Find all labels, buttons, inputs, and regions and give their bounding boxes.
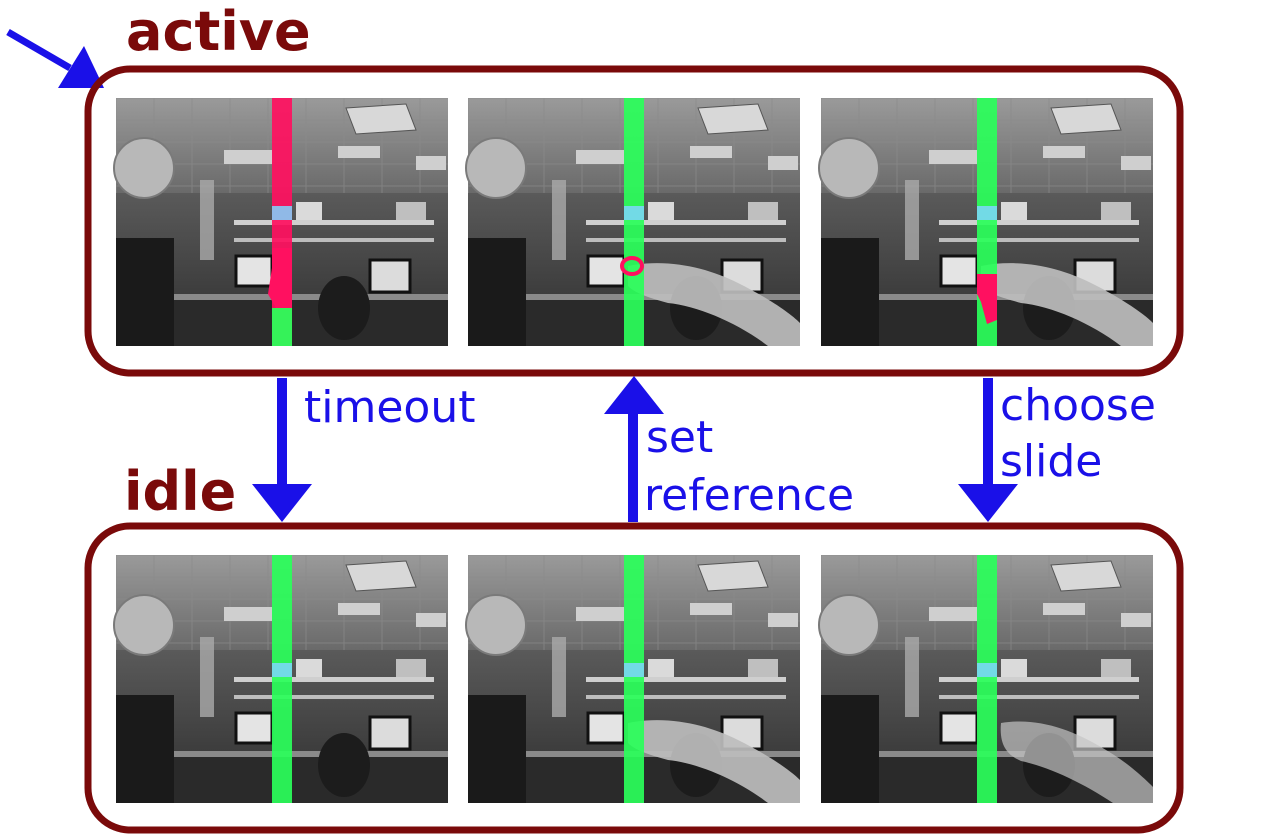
transition-timeout bbox=[252, 378, 312, 522]
detection-zone bbox=[272, 555, 292, 803]
state-label-active: active bbox=[126, 0, 311, 63]
detection-blob bbox=[977, 274, 997, 324]
fan-icon bbox=[818, 137, 880, 199]
state-label-idle: idle bbox=[124, 460, 236, 523]
camera-frame-idle-2 bbox=[465, 555, 800, 803]
fan-icon bbox=[113, 137, 175, 199]
fan-icon bbox=[465, 137, 527, 199]
monitor-icon bbox=[586, 254, 626, 288]
transition-label-set: set bbox=[646, 412, 713, 463]
camera-frame-active-3 bbox=[818, 98, 1153, 346]
monitor-icon bbox=[368, 258, 412, 294]
monitor-icon bbox=[234, 711, 274, 745]
fan-icon bbox=[465, 594, 527, 656]
entry-arrow-icon bbox=[6, 28, 104, 88]
transition-label-slide: slide bbox=[1000, 436, 1102, 487]
transition-set-reference bbox=[604, 376, 664, 522]
state-box-active bbox=[84, 65, 1184, 377]
monitor-icon bbox=[939, 254, 979, 288]
monitor-icon bbox=[939, 711, 979, 745]
monitor-icon bbox=[368, 715, 412, 751]
hand-icon bbox=[628, 263, 800, 346]
transition-label-choose: choose bbox=[1000, 380, 1156, 431]
transition-label-reference: reference bbox=[644, 470, 854, 521]
camera-frame-active-2 bbox=[465, 98, 800, 346]
detection-zone bbox=[624, 98, 644, 346]
state-box-idle bbox=[84, 522, 1184, 834]
hand-icon bbox=[628, 720, 800, 803]
fan-icon bbox=[818, 594, 880, 656]
camera-frame-active-1 bbox=[113, 98, 448, 346]
fan-icon bbox=[113, 594, 175, 656]
hand-icon bbox=[1000, 721, 1153, 803]
camera-frame-idle-1 bbox=[113, 555, 448, 803]
detection-zone bbox=[624, 555, 644, 803]
transition-label-timeout: timeout bbox=[304, 382, 475, 433]
chair-icon bbox=[318, 276, 370, 340]
transition-choose-slide bbox=[958, 378, 1018, 522]
hand-icon bbox=[981, 263, 1153, 346]
detection-blob bbox=[620, 256, 644, 276]
monitor-icon bbox=[586, 711, 626, 745]
camera-frame-idle-3 bbox=[818, 555, 1153, 803]
camera-frames bbox=[113, 98, 1153, 803]
chair-icon bbox=[318, 733, 370, 797]
monitor-icon bbox=[234, 254, 274, 288]
detection-zone bbox=[977, 555, 997, 803]
